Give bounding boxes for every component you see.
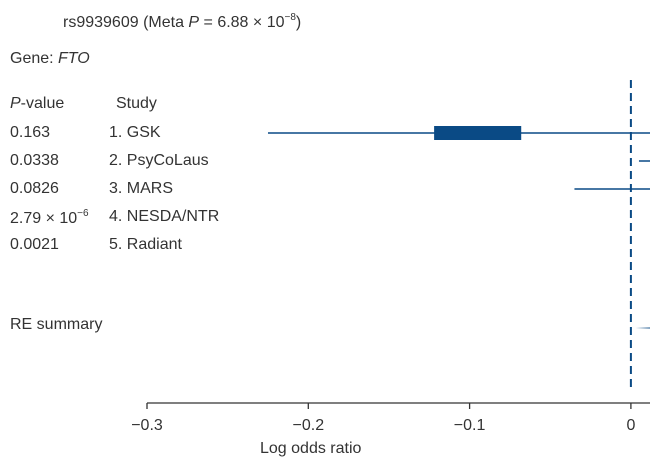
pvalue-cell: 0.0826 [10, 180, 59, 198]
pvalue-text: 0.0338 [10, 152, 59, 169]
title-value: = 6.88 × 10 [199, 14, 285, 31]
pvalue-text: 0.0826 [10, 180, 59, 197]
x-axis-title: Log odds ratio [260, 440, 362, 457]
title-exponent: −8 [284, 12, 296, 23]
study-label: 1. GSK [109, 124, 161, 141]
pvalue-text: 2.79 × 10 [10, 210, 78, 227]
study-column-header: Study [116, 95, 157, 112]
summary-label: RE summary [10, 316, 103, 333]
gene-label: Gene: [10, 50, 59, 67]
study-label: 2. PsyCoLaus [109, 152, 209, 169]
x-tick-label: −0.1 [454, 417, 486, 434]
pvalue-cell: 2.79 × 10−6 [10, 208, 89, 228]
title-p: P [188, 14, 200, 31]
gene-name: FTO [58, 50, 90, 67]
study-label: 3. MARS [109, 180, 174, 197]
pvalue-cell: 0.0338 [10, 152, 59, 170]
pvalue-cell: 0.0021 [10, 236, 59, 254]
study-label: 4. NESDA/NTR [109, 208, 220, 225]
pvalue-text: 0.0021 [10, 236, 59, 253]
pvalue-header-italic: P [10, 95, 21, 112]
summary-diamond [635, 327, 650, 329]
pvalue-header-rest: -value [20, 95, 65, 112]
pvalue-text: 0.163 [10, 124, 51, 141]
chart-title: rs9939609 (Meta P = 6.88 × 10−8) [63, 12, 301, 32]
pvalue-column-header: P-value [10, 95, 64, 113]
pvalue-exponent: −6 [77, 208, 89, 219]
study-estimate-box [434, 126, 522, 140]
x-tick-label: −0.2 [293, 417, 325, 434]
gene-line: Gene: FTO [10, 50, 90, 68]
pvalue-cell: 0.163 [10, 124, 50, 142]
title-prefix: rs9939609 (Meta [63, 14, 189, 31]
x-tick-label: −0.3 [131, 417, 163, 434]
study-label: 5. Radiant [109, 236, 182, 253]
x-tick-label: 0 [626, 417, 635, 434]
title-suffix: ) [295, 14, 302, 31]
